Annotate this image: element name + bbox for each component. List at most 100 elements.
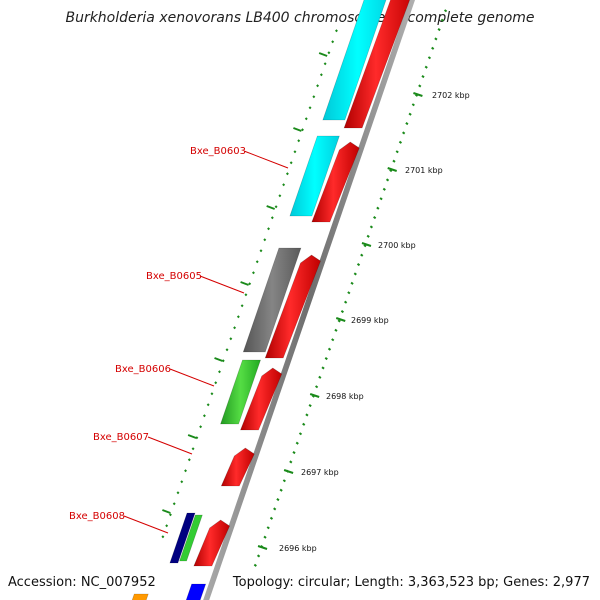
- inner-major-tick: [266, 205, 276, 210]
- tick-mark: [411, 103, 415, 107]
- gene-label-bxe-b0606: Bxe_B0606: [115, 364, 171, 375]
- tick-mark: [298, 432, 303, 436]
- tick-mark: [276, 497, 280, 502]
- tick-mark: [256, 554, 261, 558]
- inner-tick: [259, 249, 263, 253]
- tick-mark: [263, 535, 267, 539]
- tick-mark: [369, 225, 374, 229]
- tick-mark: [382, 187, 386, 191]
- tick-mark: [389, 169, 393, 173]
- tick-mark: [253, 563, 257, 567]
- tick-mark: [269, 516, 274, 520]
- tick-mark: [366, 234, 370, 238]
- cds-forward: [311, 141, 360, 223]
- cds-reverse-cyan: [289, 135, 340, 217]
- inner-tick: [202, 414, 206, 418]
- tick-mark: [273, 507, 277, 511]
- cds-reverse-blue: [185, 583, 207, 600]
- inner-tick: [312, 95, 316, 99]
- gene-label-bxe-b0603: Bxe_B0603: [190, 146, 246, 157]
- summary-text: Topology: circular; Length: 3,363,523 bp…: [232, 575, 590, 590]
- major-tick: [387, 167, 398, 172]
- major-tick: [335, 317, 346, 322]
- tick-mark: [321, 366, 325, 370]
- inner-major-tick: [293, 127, 302, 132]
- inner-tick: [161, 535, 165, 539]
- tick-mark: [289, 460, 293, 464]
- inner-tick: [285, 172, 289, 176]
- inner-tick: [168, 513, 172, 517]
- inner-tick: [251, 271, 255, 275]
- label-leader: [243, 150, 289, 169]
- tick-mark: [308, 403, 312, 408]
- cds-reverse-green: [179, 514, 203, 562]
- tick-mark: [437, 27, 441, 32]
- label-leader: [147, 436, 193, 455]
- gene-labels: [123, 150, 289, 534]
- inner-tick: [191, 447, 195, 451]
- tick-mark: [440, 18, 444, 22]
- tick-mark: [431, 46, 435, 50]
- inner-tick: [304, 117, 308, 121]
- gene-label-bxe-b0608: Bxe_B0608: [69, 511, 125, 522]
- tick-mark: [356, 262, 361, 267]
- tick-mark: [302, 422, 306, 426]
- inner-major-tick: [187, 434, 197, 439]
- inner-tick: [335, 29, 338, 33]
- tick-mark: [392, 159, 396, 163]
- inner-tick: [214, 381, 218, 385]
- inner-tick: [248, 282, 252, 286]
- tick-mark: [324, 356, 328, 361]
- inner-tick: [206, 403, 210, 407]
- cds-reverse-green: [220, 359, 261, 425]
- inner-tick: [233, 326, 237, 330]
- tick-mark: [360, 253, 364, 257]
- inner-tick: [301, 128, 304, 132]
- cds-forward: [220, 447, 255, 487]
- inner-tick: [327, 51, 331, 55]
- inner-tick: [293, 150, 297, 154]
- tick-mark: [373, 216, 377, 220]
- tick-mark: [350, 281, 354, 285]
- inner-tick: [278, 194, 282, 198]
- cds-reverse-cyan: [322, 0, 387, 121]
- tick-mark: [353, 272, 357, 276]
- tick-mark: [427, 56, 432, 60]
- inner-tick: [316, 84, 320, 88]
- cds-forward: [193, 519, 231, 567]
- tick-mark: [266, 526, 270, 530]
- tick-mark: [331, 338, 335, 342]
- tick-mark: [340, 309, 344, 314]
- inner-tick: [236, 315, 240, 319]
- inner-tick: [218, 370, 221, 374]
- tick-mark: [344, 300, 348, 304]
- inner-tick: [180, 480, 184, 484]
- gene-label-bxe-b0607: Bxe_B0607: [93, 432, 149, 443]
- tick-mark: [421, 75, 425, 79]
- inner-tick: [263, 238, 267, 242]
- inner-tick: [270, 216, 274, 220]
- tick-mark: [279, 488, 283, 492]
- cds-reverse-orange: [131, 593, 149, 600]
- inner-tick: [255, 260, 259, 264]
- inner-tick: [308, 106, 312, 110]
- tick-mark: [385, 178, 390, 182]
- tick-label-2697: 2697 kbp: [301, 468, 339, 477]
- inner-major-tick: [214, 357, 223, 362]
- inner-tick: [229, 337, 233, 341]
- position-ticks: [253, 9, 448, 567]
- cds-forward: [240, 367, 283, 431]
- inner-tick: [184, 469, 187, 473]
- inner-tick: [267, 227, 271, 231]
- inner-tick: [331, 40, 335, 44]
- tick-mark: [315, 385, 319, 389]
- tick-mark: [398, 140, 403, 144]
- tick-mark: [376, 206, 380, 210]
- tick-mark: [337, 319, 341, 323]
- tick-label-2696: 2696 kbp: [279, 544, 317, 553]
- tick-mark: [434, 37, 438, 41]
- genome-backbone: [203, 0, 415, 600]
- tick-mark: [318, 375, 322, 379]
- tick-label-2702: 2702 kbp: [432, 91, 470, 100]
